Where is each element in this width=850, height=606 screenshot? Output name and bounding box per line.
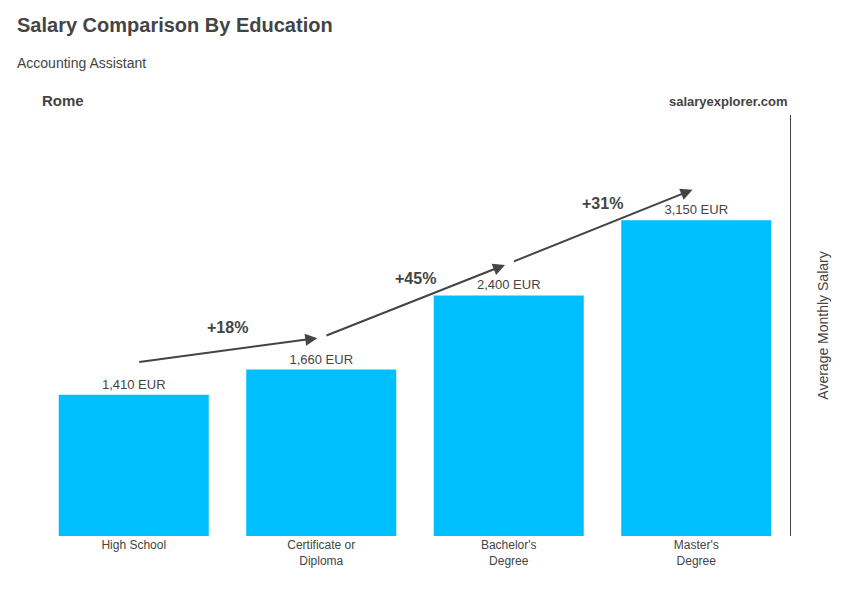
svg-text:Bachelor'sDegree: Bachelor'sDegree [481,538,537,568]
svg-text:Accounting Assistant: Accounting Assistant [17,55,146,71]
svg-text:1,410 EUR: 1,410 EUR [102,377,166,392]
svg-text:Rome: Rome [42,92,84,109]
svg-text:+18%: +18% [207,319,248,336]
svg-text:High School: High School [101,538,166,552]
svg-text:Average Monthly Salary: Average Monthly Salary [815,251,831,399]
svg-text:salaryexplorer.com: salaryexplorer.com [669,94,788,109]
svg-text:Master'sDegree: Master'sDegree [674,538,719,568]
svg-text:+31%: +31% [582,195,623,212]
svg-text:Certificate orDiploma: Certificate orDiploma [287,538,355,568]
svg-text:+45%: +45% [395,270,436,287]
svg-text:3,150 EUR: 3,150 EUR [664,202,728,217]
svg-text:1,660 EUR: 1,660 EUR [289,352,353,367]
svg-text:2,400 EUR: 2,400 EUR [477,277,541,292]
svg-text:Salary Comparison By Education: Salary Comparison By Education [17,14,333,36]
